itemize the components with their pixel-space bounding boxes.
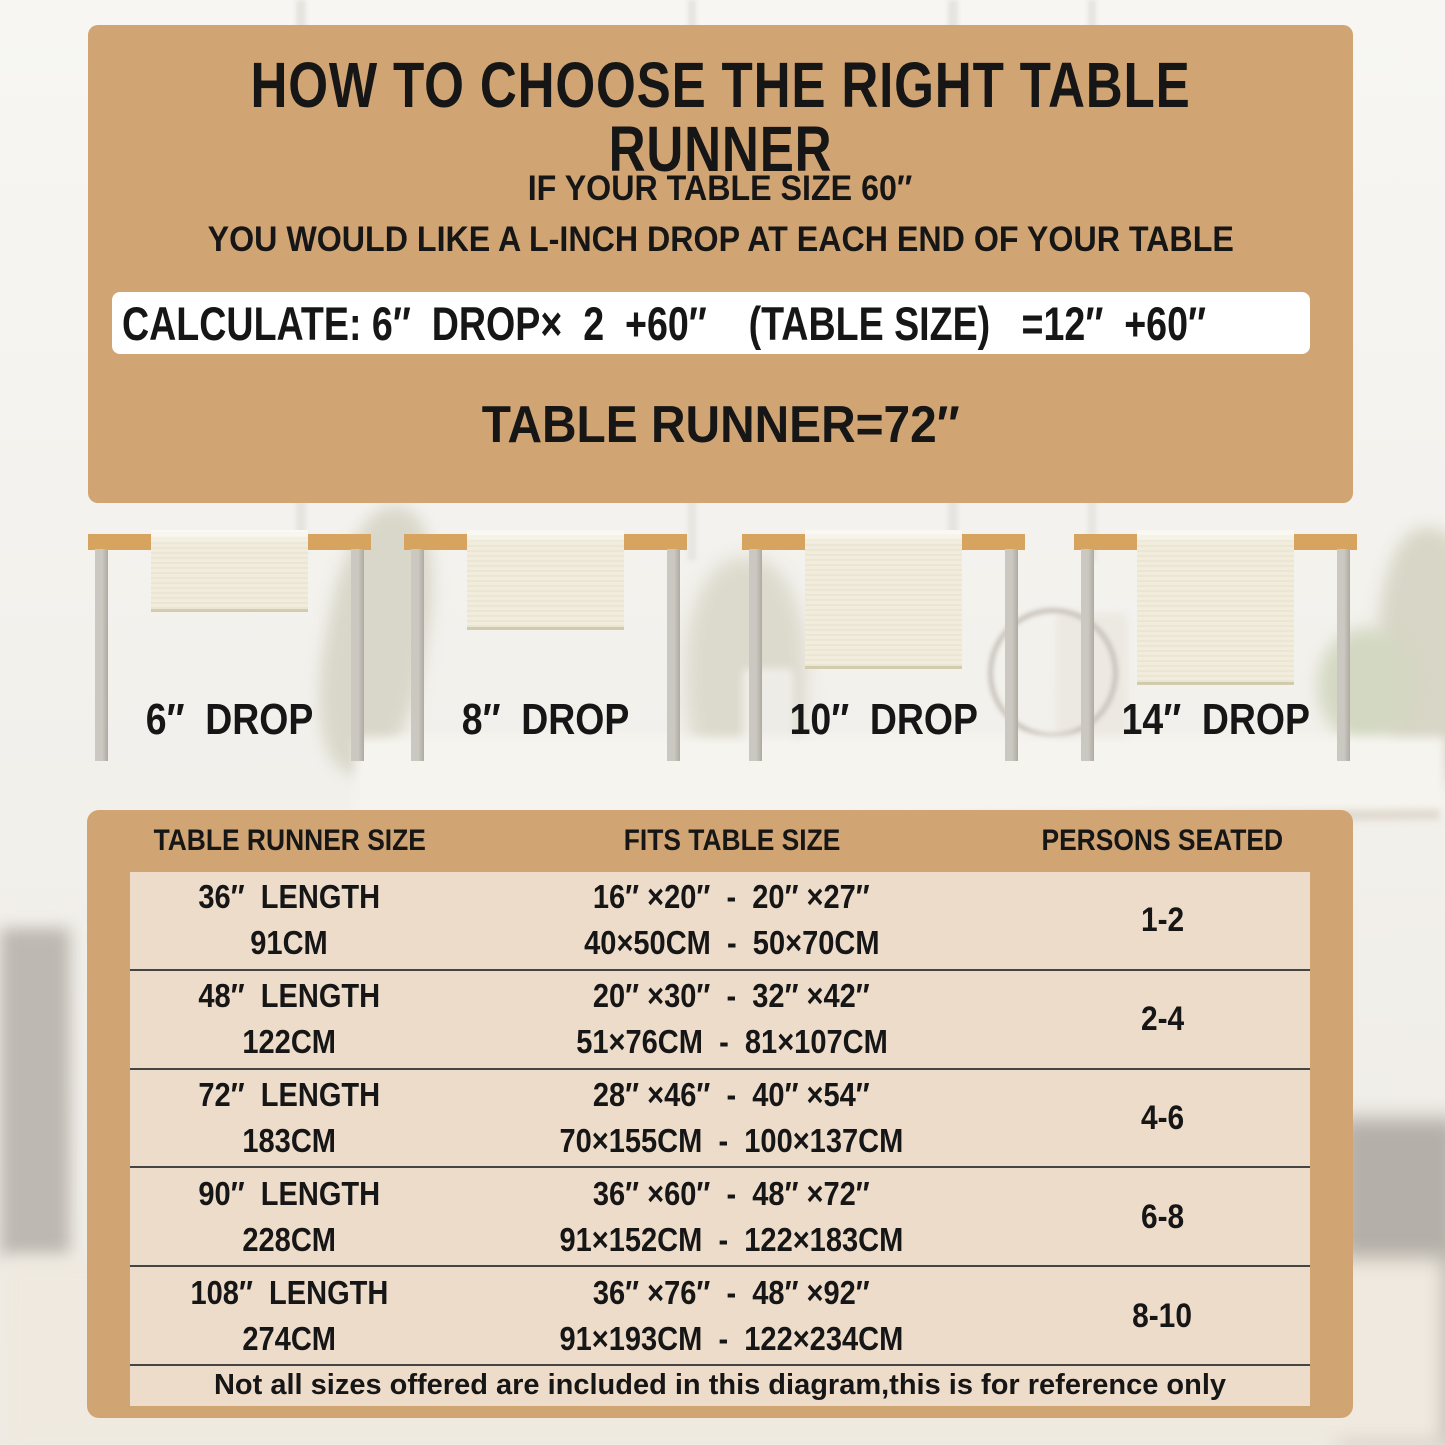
dining-table-silhouette	[355, 737, 1445, 819]
column-header-runner-size: TABLE RUNNER SIZE	[153, 824, 426, 857]
calculation-formula: CALCULATE: 6″ DROP× 2 +60″ (TABLE SIZE) …	[122, 296, 1207, 350]
kettle-cord-silhouette	[988, 608, 1118, 738]
column-header-fits-table-size: FITS TABLE SIZE	[623, 824, 841, 857]
table-illustration-10in-drop: 10″ DROP	[742, 527, 1025, 772]
drop-label: 6″ DROP	[145, 695, 314, 744]
table-row: 36″ LENGTH 91CM 16″ ×20″ - 20″ ×27″ 40×5…	[130, 872, 1310, 971]
runner-size-cell: 48″ LENGTH 122CM	[198, 977, 381, 1061]
fits-table-size-cell: 20″ ×30″ - 32″ ×42″ 51×76CM - 81×107CM	[576, 977, 888, 1061]
table-leg	[351, 549, 364, 761]
table-row: 48″ LENGTH 122CM 20″ ×30″ - 32″ ×42″ 51×…	[130, 971, 1310, 1070]
table-leg	[1081, 549, 1094, 761]
drop-label: 14″ DROP	[1121, 695, 1310, 744]
persons-seated-cell: 8-10	[1132, 1296, 1193, 1335]
runner-swatch	[467, 530, 624, 630]
table-illustration-8in-drop: 8″ DROP	[404, 527, 687, 772]
runner-size-cell: 72″ LENGTH 183CM	[198, 1075, 381, 1159]
subtitle-line-2: YOU WOULD LIKE A L-INCH DROP AT EACH END…	[207, 220, 1234, 259]
table-leg	[1005, 549, 1018, 761]
fits-table-size-cell: 36″ ×60″ - 48″ ×72″ 91×152CM - 122×183CM	[559, 1174, 904, 1258]
subtitle-line-1: IF YOUR TABLE SIZE 60″	[528, 169, 913, 208]
calculation-strip: CALCULATE: 6″ DROP× 2 +60″ (TABLE SIZE) …	[112, 292, 1310, 354]
table-leg	[1337, 549, 1350, 761]
fits-table-size-cell: 28″ ×46″ - 40″ ×54″ 70×155CM - 100×137CM	[559, 1075, 904, 1159]
size-chart-header: TABLE RUNNER SIZE FITS TABLE SIZE PERSON…	[130, 810, 1310, 872]
table-row: 72″ LENGTH 183CM 28″ ×46″ - 40″ ×54″ 70×…	[130, 1070, 1310, 1169]
table-illustration-6in-drop: 6″ DROP	[88, 527, 371, 772]
runner-swatch	[151, 530, 308, 612]
column-header-persons-seated: PERSONS SEATED	[1041, 824, 1284, 857]
table-leg	[667, 549, 680, 761]
table-leg	[95, 549, 108, 761]
table-illustration-14in-drop: 14″ DROP	[1074, 527, 1357, 772]
persons-seated-cell: 1-2	[1140, 901, 1185, 940]
disclaimer-note: Not all sizes offered are included in th…	[213, 1369, 1227, 1402]
plant-silhouette	[1318, 628, 1413, 743]
persons-seated-cell: 6-8	[1140, 1197, 1185, 1236]
size-chart-body: 36″ LENGTH 91CM 16″ ×20″ - 20″ ×27″ 40×5…	[130, 872, 1310, 1406]
persons-seated-cell: 2-4	[1140, 1000, 1185, 1039]
fits-table-size-cell: 16″ ×20″ - 20″ ×27″ 40×50CM - 50×70CM	[584, 878, 880, 962]
runner-size-cell: 90″ LENGTH 228CM	[198, 1174, 381, 1258]
size-chart-panel: TABLE RUNNER SIZE FITS TABLE SIZE PERSON…	[87, 810, 1353, 1418]
instruction-panel: HOW TO CHOOSE THE RIGHT TABLE RUNNER IF …	[88, 25, 1353, 503]
fits-table-size-cell: 36″ ×76″ - 48″ ×92″ 91×193CM - 122×234CM	[559, 1273, 904, 1357]
table-row: 90″ LENGTH 228CM 36″ ×60″ - 48″ ×72″ 91×…	[130, 1168, 1310, 1268]
persons-seated-cell: 4-6	[1140, 1098, 1185, 1137]
runner-size-cell: 108″ LENGTH 274CM	[190, 1273, 389, 1357]
table-leg	[749, 549, 762, 761]
runner-swatch	[1137, 530, 1294, 685]
table-leg	[411, 549, 424, 761]
runner-swatch	[805, 530, 962, 669]
drop-label: 8″ DROP	[461, 695, 630, 744]
drop-label: 10″ DROP	[789, 695, 978, 744]
table-row: 108″ LENGTH 274CM 36″ ×76″ - 48″ ×92″ 91…	[130, 1267, 1310, 1366]
subtitle: IF YOUR TABLE SIZE 60″ YOU WOULD LIKE A …	[88, 163, 1353, 265]
result-line: TABLE RUNNER=72″	[481, 396, 960, 454]
chair-silhouette	[0, 928, 70, 1258]
page-title: HOW TO CHOOSE THE RIGHT TABLE RUNNER	[250, 49, 1191, 185]
runner-size-cell: 36″ LENGTH 91CM	[198, 878, 381, 962]
